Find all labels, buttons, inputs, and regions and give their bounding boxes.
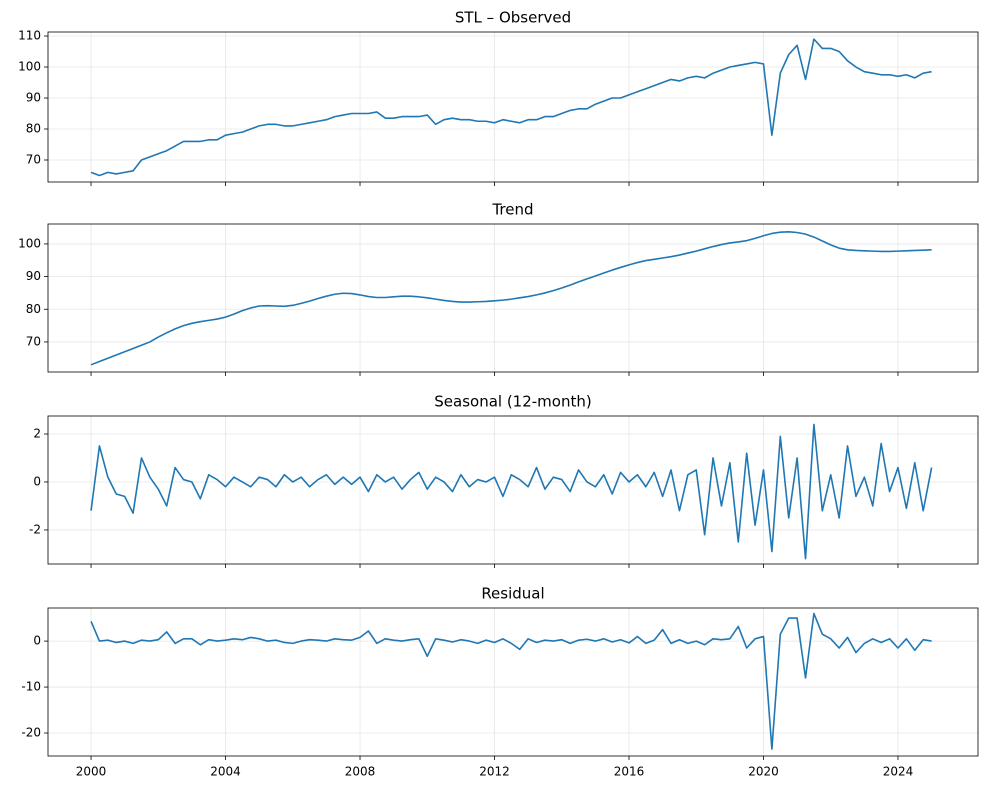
y-tick-label: 100 <box>18 60 41 74</box>
x-tick-label: 2016 <box>614 765 645 779</box>
x-tick-label: 2000 <box>76 765 107 779</box>
y-tick-label: 0 <box>33 474 41 488</box>
y-tick-label: 0 <box>33 634 41 648</box>
y-tick-label: 110 <box>18 29 41 43</box>
y-tick-label: 90 <box>26 269 41 283</box>
x-tick-label: 2008 <box>345 765 376 779</box>
y-tick-label: 100 <box>18 236 41 250</box>
axes-frame <box>47 415 979 565</box>
axes-frame <box>47 223 979 373</box>
subplot-title: Trend <box>491 201 533 219</box>
subplot: Seasonal (12-month) -2 0 2 <box>29 393 979 568</box>
y-tick-label: 90 <box>26 91 41 105</box>
y-tick-label: 80 <box>26 122 41 136</box>
subplot: Residual -20 -10 0 2000 2004 2008 2012 2016 2020 2… <box>21 585 979 779</box>
x-tick-label: 2024 <box>883 765 914 779</box>
y-tick-label: 70 <box>26 152 41 166</box>
x-tick-label: 2004 <box>210 765 241 779</box>
y-tick-label: 2 <box>33 426 41 440</box>
series-line <box>90 612 932 750</box>
subplot: STL – Observed 70 80 90 100 110 <box>18 9 979 186</box>
y-tick-label: -10 <box>21 680 41 694</box>
subplot: Trend 70 80 90 100 <box>18 201 979 376</box>
x-tick-label: 2020 <box>748 765 779 779</box>
y-tick-label: 70 <box>26 334 41 348</box>
subplot-title: Seasonal (12-month) <box>434 393 591 411</box>
y-tick-label: -20 <box>21 726 41 740</box>
axes-frame <box>47 31 979 183</box>
series-line <box>90 423 933 560</box>
series-line <box>90 231 932 366</box>
subplot-title: STL – Observed <box>455 9 571 27</box>
series-line <box>90 38 932 177</box>
y-tick-label: 80 <box>26 302 41 316</box>
x-tick-label: 2012 <box>479 765 510 779</box>
y-tick-label: -2 <box>29 522 41 536</box>
subplot-title: Residual <box>481 585 544 603</box>
axes-frame <box>47 607 979 757</box>
